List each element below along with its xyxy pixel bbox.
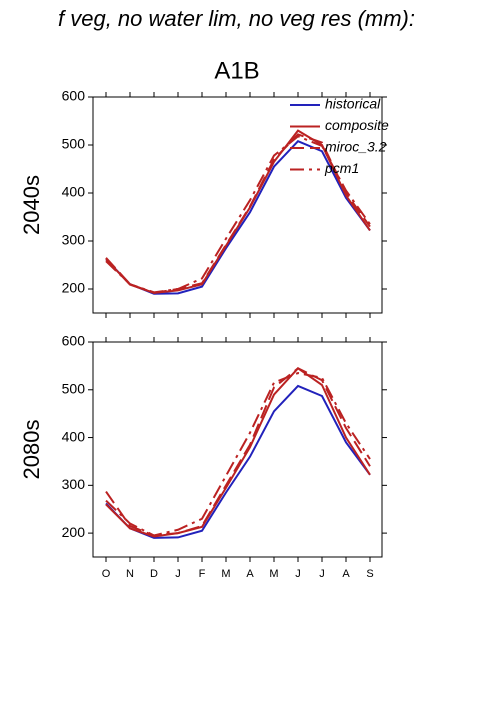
series-line (105, 135, 371, 294)
plot-frame (92, 341, 383, 558)
y-tick-label: 300 (62, 232, 86, 248)
y-tick-label: 300 (62, 476, 86, 492)
x-tick-label: J (319, 568, 325, 580)
series-line (105, 133, 371, 294)
plot-frame (92, 96, 383, 314)
y-tick-label: 400 (62, 184, 86, 200)
x-tick-label: F (199, 568, 206, 580)
x-tick-label: A (246, 568, 254, 580)
x-tick-label: J (175, 568, 181, 580)
x-tick-label: M (221, 568, 230, 580)
legend-label: pcm1 (324, 160, 359, 176)
x-tick-label: S (366, 568, 373, 580)
x-tick-label: M (269, 568, 278, 580)
y-axis-label: 2080s (19, 420, 44, 480)
x-tick-label: J (295, 568, 301, 580)
series-line (105, 372, 371, 537)
y-tick-label: 200 (62, 524, 86, 540)
x-tick-label: O (102, 568, 111, 580)
series-line (105, 384, 371, 539)
y-tick-label: 500 (62, 380, 86, 396)
y-tick-label: 600 (62, 333, 86, 349)
x-tick-label: N (126, 568, 134, 580)
y-tick-label: 200 (62, 280, 86, 296)
y-tick-label: 400 (62, 428, 86, 444)
x-tick-label: A (342, 568, 350, 580)
y-tick-label: 600 (62, 88, 86, 104)
y-axis-label: 2040s (19, 175, 44, 235)
subtitle: A1B (214, 57, 259, 84)
legend-label: miroc_3.2 (325, 139, 387, 155)
y-tick-label: 500 (62, 136, 86, 152)
page-title: f veg, no water lim, no veg res (mm): (58, 6, 415, 31)
series-line (105, 366, 371, 538)
legend-label: composite (325, 117, 389, 133)
legend-label: historical (325, 96, 381, 112)
x-tick-label: D (150, 568, 158, 580)
series-line (105, 129, 371, 294)
